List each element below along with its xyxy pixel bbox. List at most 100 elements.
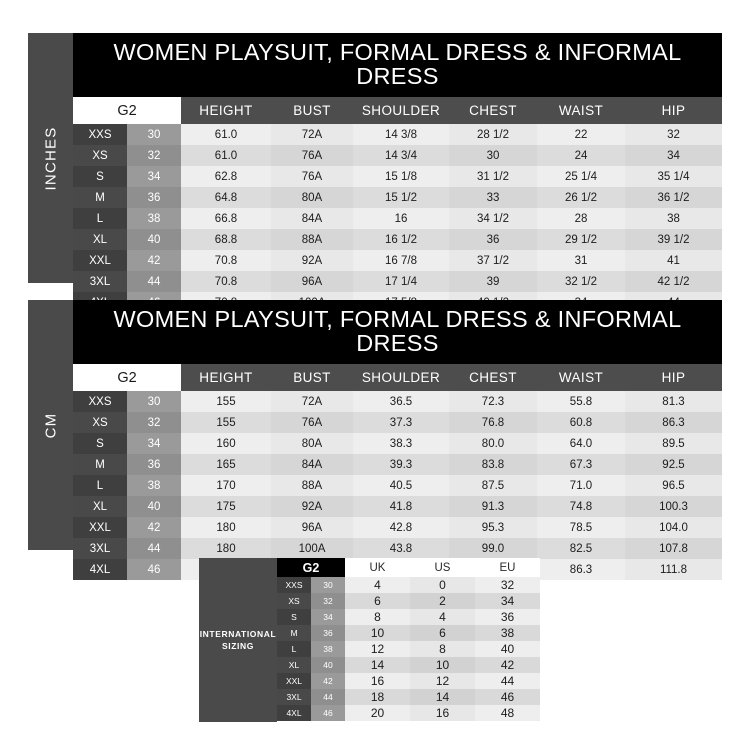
header-bust: BUST	[271, 364, 353, 391]
cell-height: 155	[181, 412, 271, 433]
table-title-inches: WOMEN PLAYSUIT, FORMAL DRESS & INFORMAL …	[73, 33, 722, 97]
cell-chest: 76.8	[449, 412, 537, 433]
table-row: XL 40 68.8 88A 16 1/2 36 29 1/2 39 1/2	[73, 229, 722, 250]
intl-table-row: M 36 10 6 38	[277, 625, 540, 641]
cell-hip: 107.8	[625, 538, 722, 559]
intl-row-size-label: 3XL	[277, 689, 311, 705]
row-g2-value: 38	[127, 208, 181, 229]
cell-waist: 26 1/2	[537, 187, 625, 208]
cell-bust: 88A	[271, 229, 353, 250]
cell-chest: 31 1/2	[449, 166, 537, 187]
cell-hip: 96.5	[625, 475, 722, 496]
cell-bust: 84A	[271, 454, 353, 475]
cell-height: 180	[181, 517, 271, 538]
intl-row-g2-value: 36	[311, 625, 345, 641]
cell-waist: 60.8	[537, 412, 625, 433]
cell-shoulder: 17 1/4	[353, 271, 449, 292]
row-g2-value: 40	[127, 229, 181, 250]
size-table-inches: INCHES WOMEN PLAYSUIT, FORMAL DRESS & IN…	[28, 33, 722, 313]
cell-shoulder: 14 3/4	[353, 145, 449, 166]
intl-row-g2-value: 34	[311, 609, 345, 625]
row-g2-value: 42	[127, 517, 181, 538]
table-row: S 34 160 80A 38.3 80.0 64.0 89.5	[73, 433, 722, 454]
intl-cell-uk: 20	[345, 705, 410, 721]
intl-row-size-label: S	[277, 609, 311, 625]
cell-height: 70.8	[181, 250, 271, 271]
table-header-row: G2 HEIGHT BUST SHOULDER CHEST WAIST HIP	[73, 364, 722, 391]
table-row: M 36 64.8 80A 15 1/2 33 26 1/2 36 1/2	[73, 187, 722, 208]
cell-waist: 64.0	[537, 433, 625, 454]
intl-cell-us: 2	[410, 593, 475, 609]
intl-cell-us: 14	[410, 689, 475, 705]
cell-waist: 78.5	[537, 517, 625, 538]
cell-hip: 81.3	[625, 391, 722, 412]
cell-hip: 111.8	[625, 559, 722, 580]
row-size-label: XXL	[73, 250, 127, 271]
table-title-cm: WOMEN PLAYSUIT, FORMAL DRESS & INFORMAL …	[73, 300, 722, 364]
intl-cell-us: 6	[410, 625, 475, 641]
row-g2-value: 40	[127, 496, 181, 517]
row-size-label: S	[73, 166, 127, 187]
cell-bust: 80A	[271, 433, 353, 454]
cell-waist: 71.0	[537, 475, 625, 496]
intl-table-row: L 38 12 8 40	[277, 641, 540, 657]
intl-row-g2-value: 42	[311, 673, 345, 689]
cell-chest: 34 1/2	[449, 208, 537, 229]
cell-waist: 29 1/2	[537, 229, 625, 250]
cell-chest: 28 1/2	[449, 124, 537, 145]
cell-height: 175	[181, 496, 271, 517]
cell-waist: 55.8	[537, 391, 625, 412]
intl-cell-uk: 14	[345, 657, 410, 673]
cell-shoulder: 16 1/2	[353, 229, 449, 250]
cell-bust: 92A	[271, 496, 353, 517]
international-sizing-rail: INTERNATIONAL SIZING	[199, 558, 277, 722]
cell-chest: 37 1/2	[449, 250, 537, 271]
row-g2-value: 36	[127, 187, 181, 208]
cell-waist: 32 1/2	[537, 271, 625, 292]
cell-shoulder: 15 1/8	[353, 166, 449, 187]
cell-height: 160	[181, 433, 271, 454]
intl-table-row: 4XL 46 20 16 48	[277, 705, 540, 721]
cell-chest: 80.0	[449, 433, 537, 454]
cell-waist: 28	[537, 208, 625, 229]
cell-hip: 104.0	[625, 517, 722, 538]
table-row: S 34 62.8 76A 15 1/8 31 1/2 25 1/4 35 1/4	[73, 166, 722, 187]
intl-row-size-label: M	[277, 625, 311, 641]
table-row: XXL 42 180 96A 42.8 95.3 78.5 104.0	[73, 517, 722, 538]
intl-cell-us: 4	[410, 609, 475, 625]
table-row: XL 40 175 92A 41.8 91.3 74.8 100.3	[73, 496, 722, 517]
row-g2-value: 36	[127, 454, 181, 475]
intl-row-size-label: L	[277, 641, 311, 657]
row-size-label: XL	[73, 229, 127, 250]
row-g2-value: 32	[127, 412, 181, 433]
table-row: M 36 165 84A 39.3 83.8 67.3 92.5	[73, 454, 722, 475]
intl-cell-eu: 32	[475, 577, 540, 593]
cell-hip: 92.5	[625, 454, 722, 475]
row-g2-value: 34	[127, 166, 181, 187]
cell-bust: 76A	[271, 145, 353, 166]
cell-bust: 76A	[271, 166, 353, 187]
header-height: HEIGHT	[181, 97, 271, 124]
row-size-label: XL	[73, 496, 127, 517]
row-size-label: L	[73, 475, 127, 496]
header-chest: CHEST	[449, 97, 537, 124]
cell-shoulder: 39.3	[353, 454, 449, 475]
cell-waist: 22	[537, 124, 625, 145]
intl-row-size-label: XL	[277, 657, 311, 673]
cell-hip: 32	[625, 124, 722, 145]
row-g2-value: 30	[127, 391, 181, 412]
cell-shoulder: 38.3	[353, 433, 449, 454]
intl-row-g2-value: 46	[311, 705, 345, 721]
intl-cell-eu: 36	[475, 609, 540, 625]
cell-height: 170	[181, 475, 271, 496]
cell-shoulder: 43.8	[353, 538, 449, 559]
cell-hip: 38	[625, 208, 722, 229]
intl-rail-label-line2: SIZING	[222, 641, 254, 651]
unit-label: INCHES	[42, 126, 59, 190]
cell-waist: 82.5	[537, 538, 625, 559]
cell-chest: 72.3	[449, 391, 537, 412]
cell-waist: 25 1/4	[537, 166, 625, 187]
cell-chest: 83.8	[449, 454, 537, 475]
row-size-label: L	[73, 208, 127, 229]
